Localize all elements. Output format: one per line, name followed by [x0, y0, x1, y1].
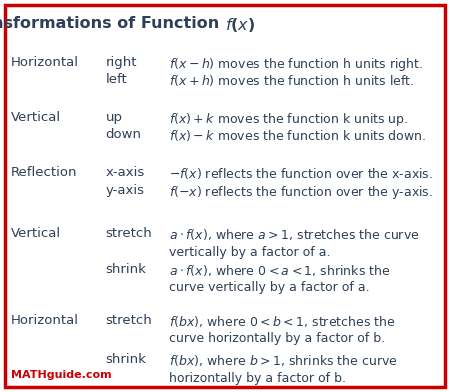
Text: shrink: shrink	[106, 263, 147, 276]
Text: stretch: stretch	[106, 227, 153, 240]
Text: $\mathit{f}(-\mathit{x})$ reflects the function over the y-axis.: $\mathit{f}(-\mathit{x})$ reflects the f…	[169, 184, 433, 201]
Text: Horizontal: Horizontal	[11, 314, 79, 327]
Text: $-\mathit{f}(\mathit{x})$ reflects the function over the x-axis.: $-\mathit{f}(\mathit{x})$ reflects the f…	[169, 166, 433, 181]
Text: $\mathit{a} \cdot \mathit{f}(\mathit{x})$, where $0 < \mathit{a} < 1$, shrinks t: $\mathit{a} \cdot \mathit{f}(\mathit{x})…	[169, 263, 390, 278]
Text: $\mathit{f}(\mathit{x} + \mathit{h})$ moves the function h units left.: $\mathit{f}(\mathit{x} + \mathit{h})$ mo…	[169, 73, 414, 88]
Text: $\mathit{f}(\mathit{x}) - \mathit{k}$ moves the function k units down.: $\mathit{f}(\mathit{x}) - \mathit{k}$ mo…	[169, 128, 426, 143]
Text: Transformations of Function: Transformations of Function	[0, 16, 225, 31]
Text: x-axis: x-axis	[106, 166, 145, 179]
Text: left: left	[106, 73, 127, 86]
Text: $\mathit{f}(\mathit{x}) + \mathit{k}$ moves the function k units up.: $\mathit{f}(\mathit{x}) + \mathit{k}$ mo…	[169, 111, 408, 127]
Text: $\mathit{f}(\mathit{x} - \mathit{h})$ moves the function h units right.: $\mathit{f}(\mathit{x} - \mathit{h})$ mo…	[169, 56, 423, 73]
Text: stretch: stretch	[106, 314, 153, 327]
Text: Vertical: Vertical	[11, 227, 61, 240]
Text: vertically by a factor of a.: vertically by a factor of a.	[169, 246, 330, 259]
Text: down: down	[106, 128, 142, 141]
Text: curve vertically by a factor of a.: curve vertically by a factor of a.	[169, 281, 369, 294]
Text: up: up	[106, 111, 123, 123]
Text: $\mathit{a} \cdot \mathit{f}(\mathit{x})$, where $\mathit{a} > 1$, stretches the: $\mathit{a} \cdot \mathit{f}(\mathit{x})…	[169, 227, 419, 242]
Text: Vertical: Vertical	[11, 111, 61, 123]
Text: $\mathbf{\mathit{f}(\mathit{x})}$: $\mathbf{\mathit{f}(\mathit{x})}$	[225, 16, 255, 34]
Text: horizontally by a factor of b.: horizontally by a factor of b.	[169, 372, 346, 385]
Text: right: right	[106, 56, 137, 69]
Text: $\mathit{f}(\mathit{b}\mathit{x})$, where $\mathit{b} > 1$, shrinks the curve: $\mathit{f}(\mathit{b}\mathit{x})$, wher…	[169, 353, 398, 368]
Text: Reflection: Reflection	[11, 166, 78, 179]
Text: curve horizontally by a factor of b.: curve horizontally by a factor of b.	[169, 332, 385, 345]
Text: y-axis: y-axis	[106, 184, 145, 197]
Text: $\mathit{f}(\mathit{b}\mathit{x})$, where $0 < \mathit{b} < 1$, stretches the: $\mathit{f}(\mathit{b}\mathit{x})$, wher…	[169, 314, 396, 328]
Text: Horizontal: Horizontal	[11, 56, 79, 69]
Text: shrink: shrink	[106, 353, 147, 366]
Text: MATHguide.com: MATHguide.com	[11, 370, 112, 380]
